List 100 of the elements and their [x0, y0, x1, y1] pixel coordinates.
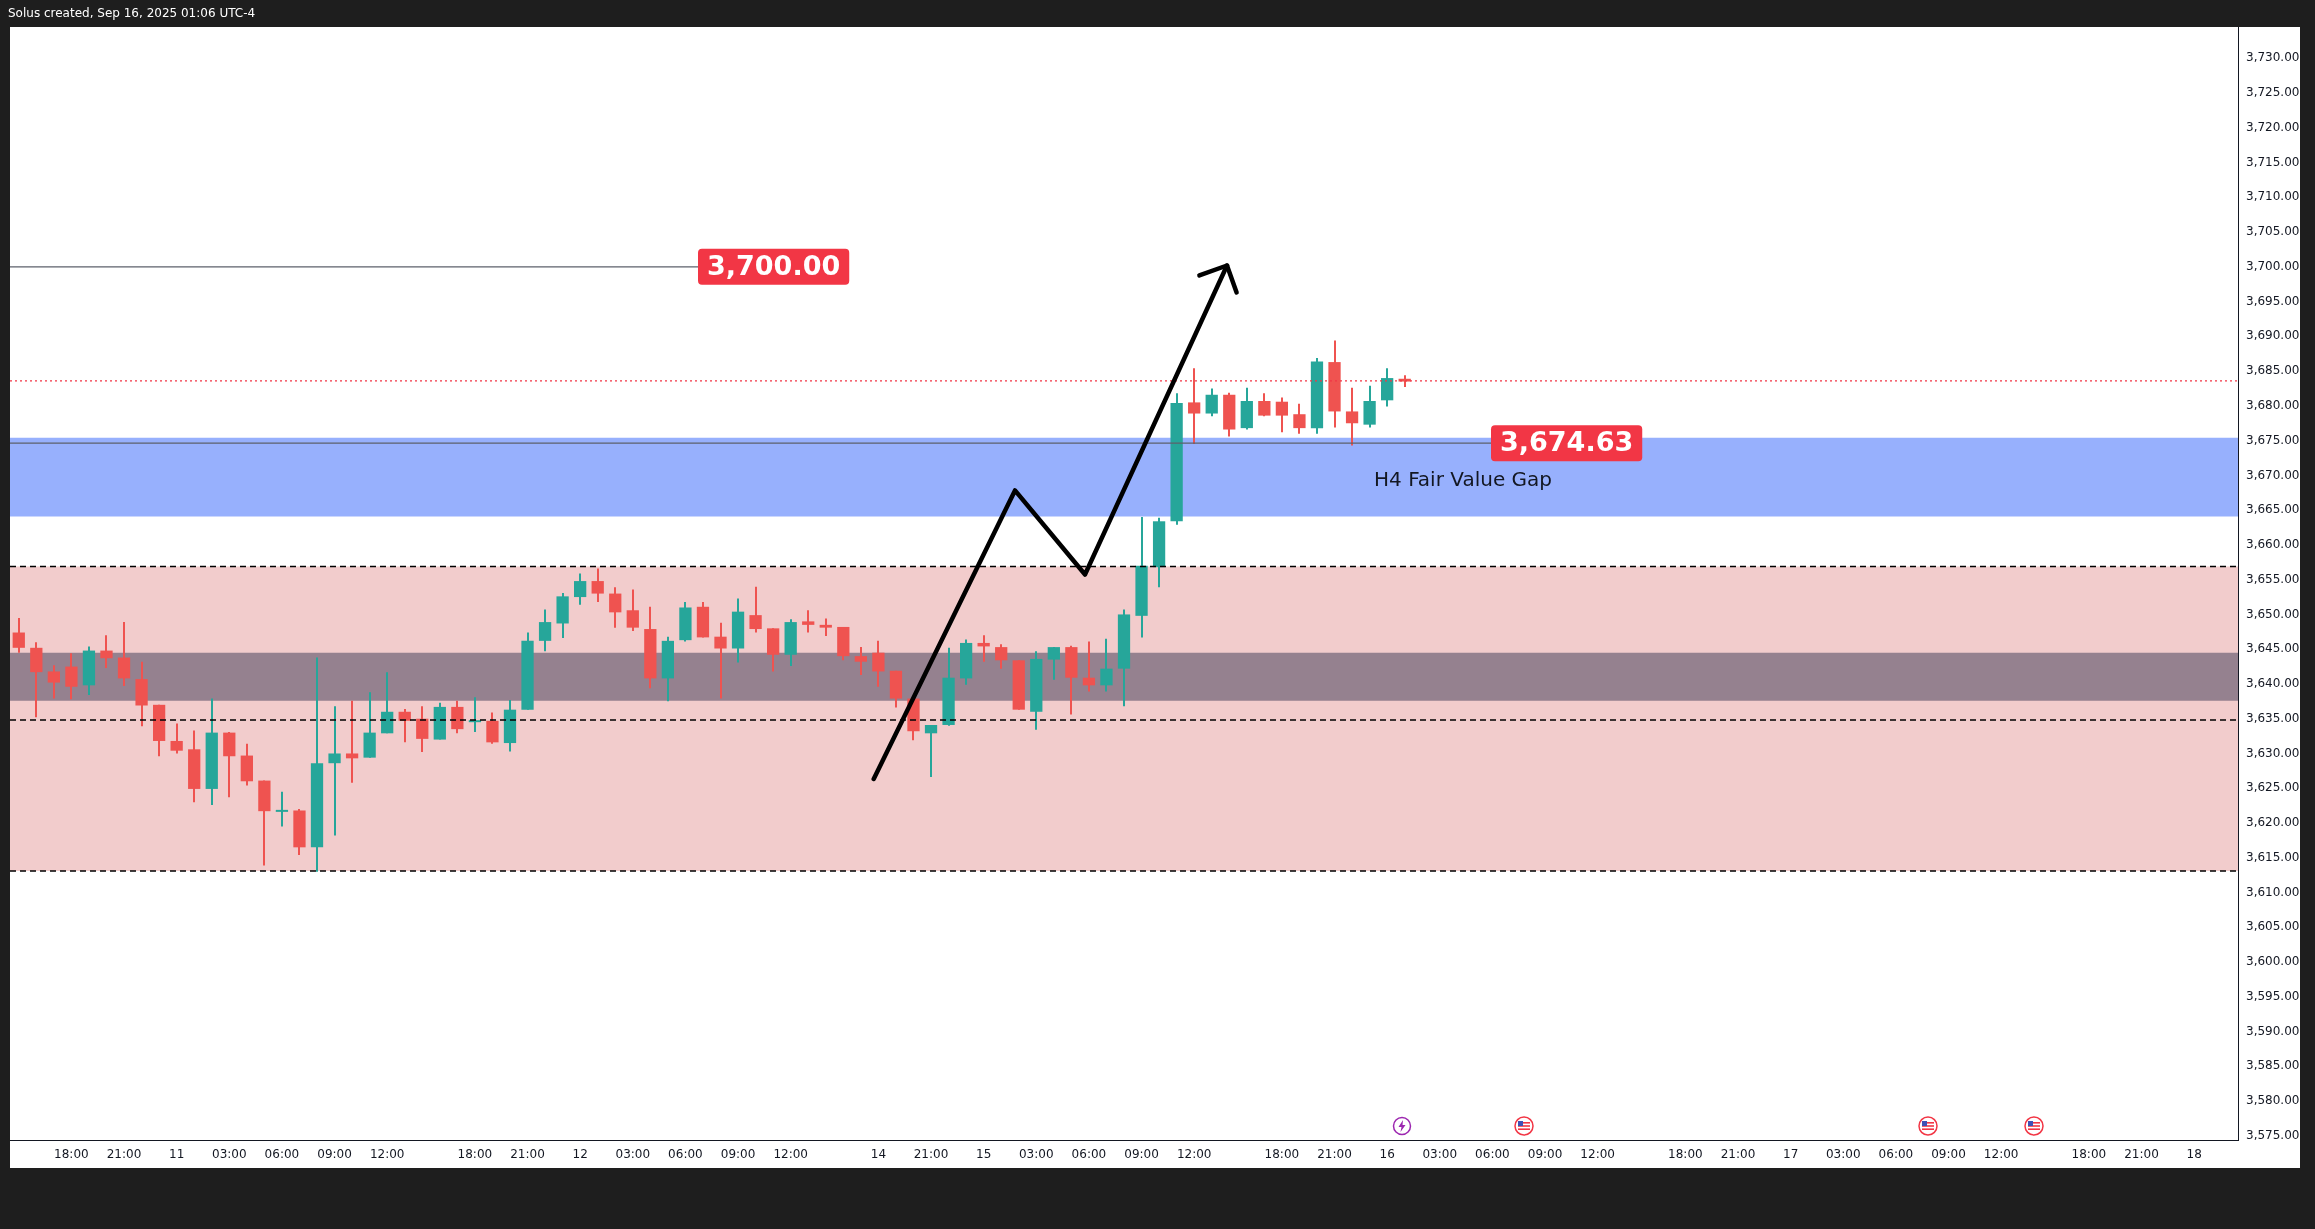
y-tick-label: 3,680.00 [2246, 398, 2300, 412]
candlestick [574, 572, 587, 606]
y-tick-label: 3,600.00 [2246, 954, 2300, 969]
x-tick-label: 03:00 [1422, 1147, 1458, 1162]
candlestick [538, 608, 552, 653]
ref-line-label: 3,700.00 [707, 249, 841, 281]
x-tick-label: 11 [169, 1147, 185, 1162]
candlestick [328, 705, 341, 837]
y-tick-label: 3,575.00 [2246, 1127, 2300, 1142]
candlestick [170, 722, 183, 755]
candlestick [714, 621, 727, 700]
y-tick-label: 3,585.00 [2246, 1058, 2300, 1073]
y-tick-label: 3,690.00 [2246, 328, 2300, 343]
y-tick-label: 3,595.00 [2246, 988, 2300, 1003]
x-tick-label: 16 [1379, 1147, 1395, 1162]
x-tick-label: 12:00 [369, 1147, 405, 1162]
x-tick-label: 18:00 [1264, 1147, 1300, 1162]
y-tick-label: 3,605.00 [2246, 919, 2300, 934]
candlestick [995, 643, 1008, 670]
x-tick-label: 18 [2186, 1147, 2202, 1162]
y-tick-label: 3,645.00 [2246, 641, 2300, 656]
candlestick [486, 711, 499, 745]
candlestick [1100, 637, 1113, 693]
candlestick [117, 621, 131, 688]
candlestick [609, 586, 622, 629]
x-tick-label: 06:00 [668, 1147, 703, 1162]
candlestick [345, 699, 359, 784]
y-tick-label: 3,725.00 [2246, 85, 2300, 100]
candlestick [1363, 384, 1376, 429]
candlestick [591, 567, 604, 603]
candlestick [924, 723, 938, 779]
candlestick [47, 664, 60, 700]
x-tick-label: 06:00 [1071, 1147, 1107, 1162]
candlestick [223, 730, 236, 799]
candlestick [1293, 402, 1306, 435]
y-tick-label: 3,630.00 [2246, 745, 2300, 760]
y-tick-label: 3,615.00 [2246, 849, 2300, 864]
y-tick-label: 3,610.00 [2246, 884, 2300, 899]
x-tick-label: 12:00 [1176, 1147, 1212, 1162]
candlestick [1188, 367, 1201, 446]
y-tick-label: 3,705.00 [2246, 224, 2300, 239]
y-tick-label: 3,700.00 [2246, 258, 2300, 273]
x-tick-label: 21:00 [2124, 1147, 2159, 1162]
candlestick [872, 639, 885, 688]
candlestick [802, 609, 815, 634]
x-tick-label: 21:00 [106, 1147, 142, 1162]
y-tick-label: 3,665.00 [2246, 502, 2300, 517]
y-tick-label: 3,715.00 [2246, 154, 2300, 169]
y-tick-label: 3,650.00 [2246, 606, 2300, 621]
candlestick [1275, 396, 1289, 434]
y-tick-label: 3,620.00 [2246, 815, 2300, 830]
band-label: H4 Fair Value Gap [1374, 467, 1552, 492]
y-tick-label: 3,625.00 [2246, 780, 2300, 795]
x-tick-label: 09:00 [1527, 1147, 1563, 1162]
y-tick-label: 3,660.00 [2246, 537, 2300, 552]
x-tick-label: 09:00 [317, 1147, 352, 1162]
y-tick-label: 3,670.00 [2246, 467, 2300, 482]
x-tick-label: 21:00 [1317, 1147, 1352, 1162]
x-tick-label: 21:00 [510, 1147, 545, 1162]
y-tick-label: 3,635.00 [2246, 710, 2300, 725]
x-tick-label: 06:00 [1475, 1147, 1510, 1162]
candlestick [100, 634, 113, 669]
x-tick-label: 18:00 [457, 1147, 493, 1162]
y-tick-label: 3,655.00 [2246, 571, 2300, 586]
candlestick [1205, 387, 1218, 418]
ref-line-label: 3,674.63 [1500, 426, 1634, 458]
x-tick-label: 06:00 [264, 1147, 300, 1162]
y-tick-label: 3,590.00 [2246, 1023, 2300, 1038]
x-tick-label: 06:00 [1878, 1147, 1914, 1162]
chart-title: Solus created, Sep 16, 2025 01:06 UTC-4 [8, 6, 256, 20]
x-tick-label: 15 [976, 1147, 992, 1162]
candlestick [12, 616, 25, 654]
candlestick [1345, 386, 1359, 447]
candlestick [65, 652, 78, 701]
x-tick-label: 12:00 [1580, 1147, 1615, 1162]
y-tick-label: 3,675.00 [2246, 432, 2300, 447]
candlestick [626, 588, 639, 633]
x-tick-label: 03:00 [1825, 1147, 1861, 1162]
y-tick-label: 3,695.00 [2246, 293, 2300, 308]
x-tick-label: 12:00 [1983, 1147, 2019, 1162]
x-tick-label: 18:00 [2071, 1147, 2107, 1162]
candlestick [416, 705, 429, 754]
y-tick-label: 3,640.00 [2246, 676, 2300, 691]
x-tick-label: 12:00 [773, 1147, 808, 1162]
y-tick-label: 3,685.00 [2246, 363, 2300, 378]
candlestick [1381, 367, 1394, 408]
candlestick [451, 699, 464, 735]
y-tick-label: 3,580.00 [2246, 1093, 2300, 1108]
x-tick-label: 12 [572, 1147, 588, 1162]
x-tick-label: 21:00 [913, 1147, 949, 1162]
x-tick-label: 21:00 [1720, 1147, 1756, 1162]
x-tick-label: 18:00 [1668, 1147, 1703, 1162]
x-tick-label: 03:00 [211, 1147, 247, 1162]
x-tick-label: 14 [870, 1147, 887, 1162]
candlestick [275, 790, 289, 828]
y-tick-label: 3,710.00 [2246, 189, 2300, 204]
candlestick [749, 585, 762, 634]
candlestick [854, 646, 867, 676]
x-tick-label: 17 [1783, 1147, 1799, 1162]
y-tick-label: 3,730.00 [2246, 50, 2300, 65]
